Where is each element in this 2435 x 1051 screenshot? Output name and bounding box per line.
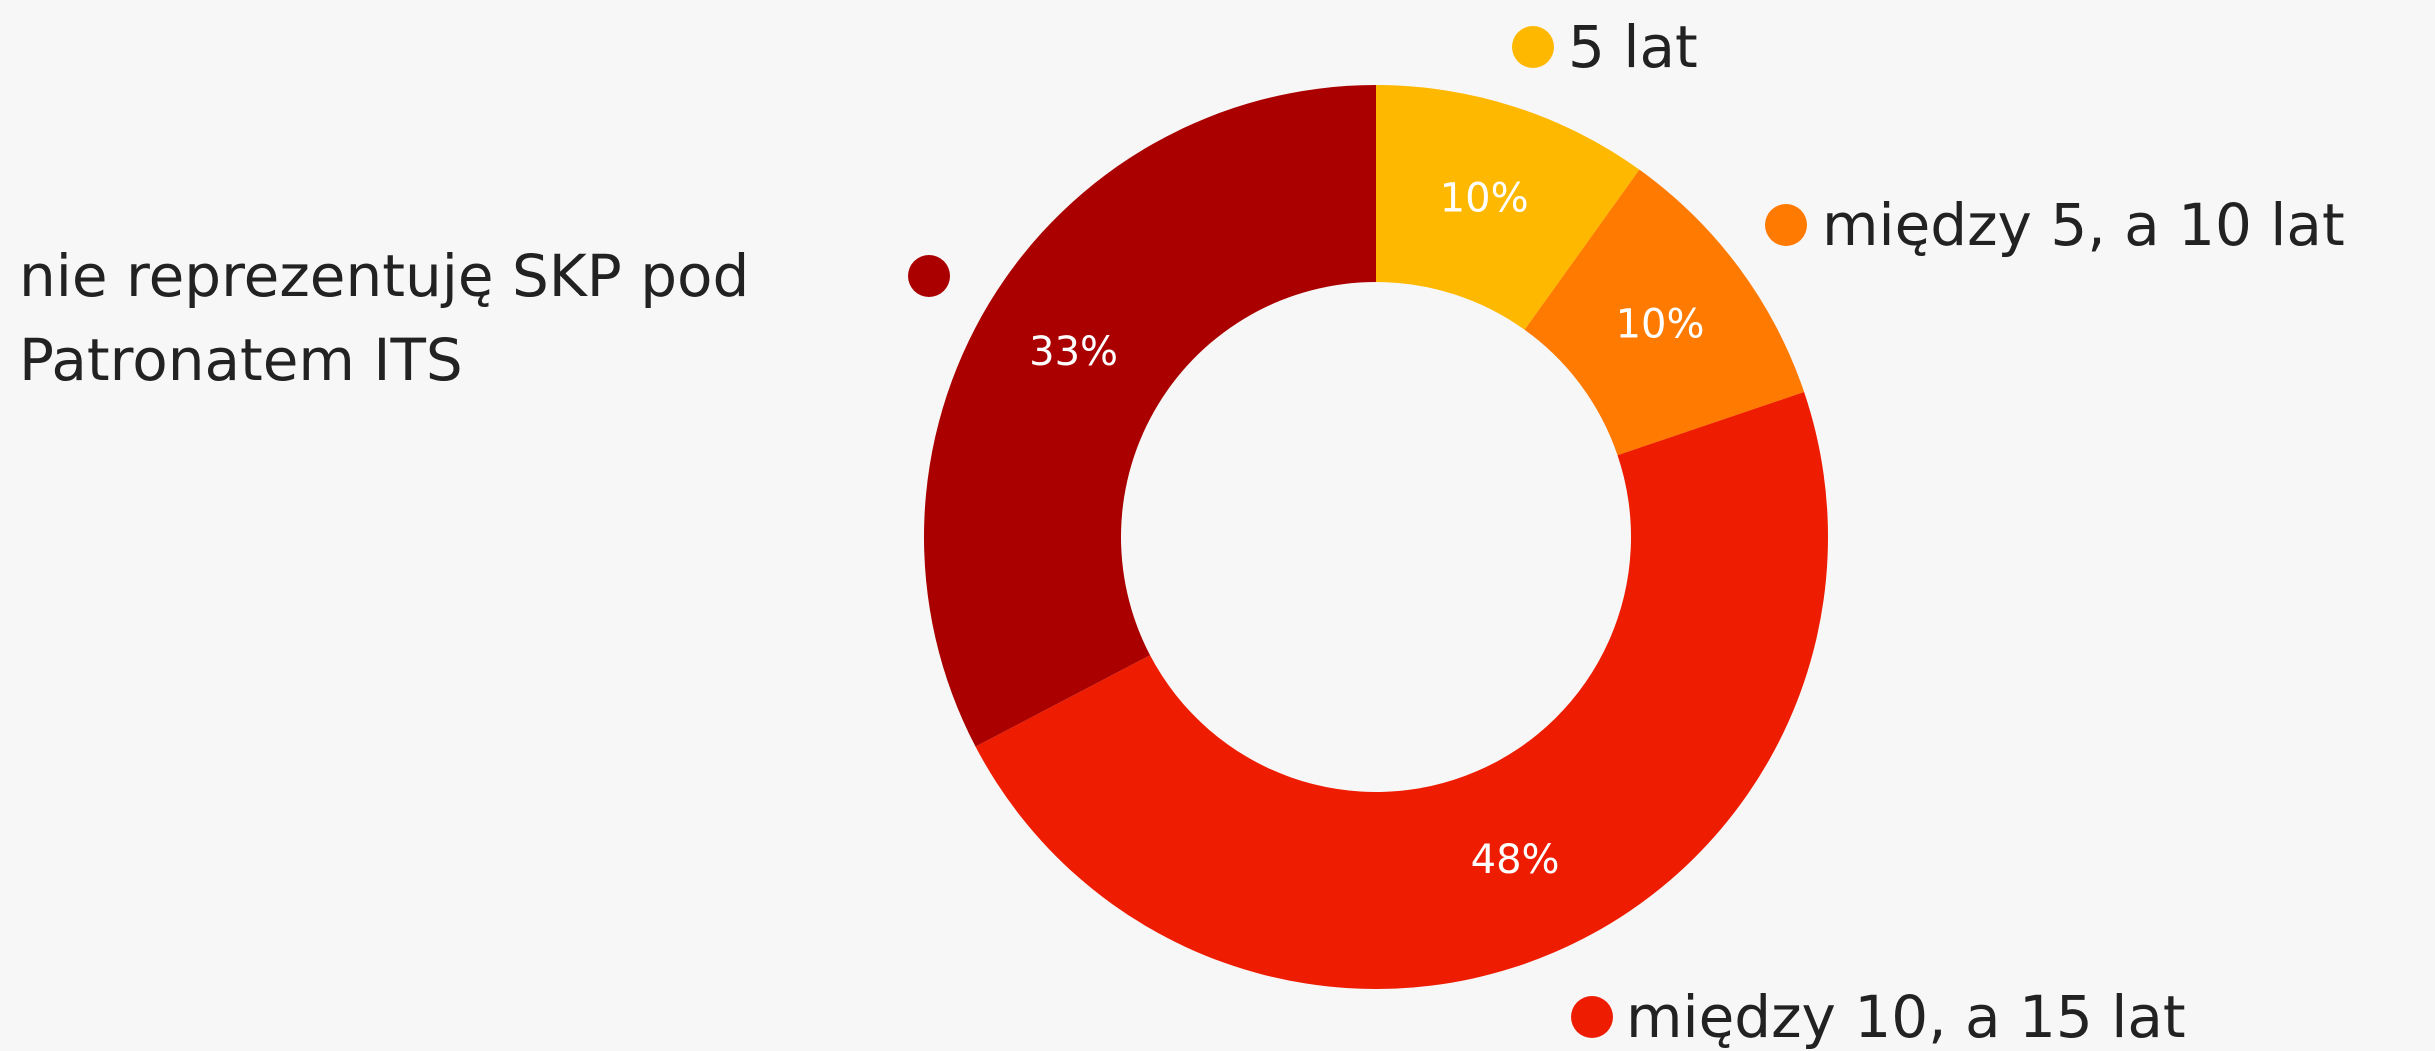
slice [975,391,1828,989]
legend-marker [1765,204,1807,246]
value-label: 10% [1616,302,1705,348]
slice [1524,169,1805,456]
legend-label: 5 lat [1568,13,1698,81]
legend-marker [1512,26,1554,68]
legend-label: między 5, a 10 lat [1822,191,2345,259]
value-label: 10% [1440,175,1529,221]
legend-marker [1571,996,1613,1038]
legend-marker [908,255,950,297]
slice [924,85,1376,747]
legend-label: między 10, a 15 lat [1626,983,2186,1051]
value-label: 48% [1471,837,1560,883]
legend-label: nie reprezentuję SKP pod Patronatem ITS [19,242,750,394]
value-label: 33% [1029,329,1118,375]
slice [1376,85,1640,330]
